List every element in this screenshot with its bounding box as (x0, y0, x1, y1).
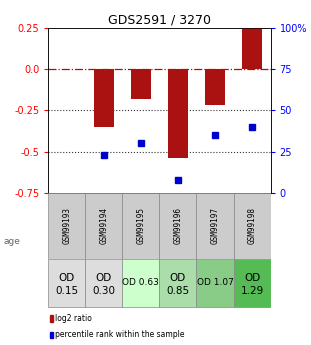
Bar (50, 315, 53, 322)
Text: GSM99196: GSM99196 (174, 207, 183, 244)
Text: OD: OD (96, 273, 112, 283)
Bar (122, 193, 159, 259)
Text: OD: OD (170, 273, 186, 283)
Bar (85, 259, 122, 307)
Text: 1.29: 1.29 (240, 286, 264, 296)
Bar (50, 332, 53, 338)
Bar (234, 259, 271, 307)
Text: GSM99198: GSM99198 (248, 207, 257, 244)
Bar (197, 259, 234, 307)
Text: age: age (3, 237, 20, 246)
Bar (48, 193, 85, 259)
Bar (159, 193, 197, 259)
Bar (131, 69, 151, 99)
Text: OD: OD (58, 273, 75, 283)
Title: GDS2591 / 3270: GDS2591 / 3270 (108, 13, 211, 27)
Bar (48, 259, 85, 307)
Text: GSM99197: GSM99197 (211, 207, 220, 244)
Text: 0.85: 0.85 (166, 286, 189, 296)
Text: log2 ratio: log2 ratio (55, 314, 92, 323)
Text: percentile rank within the sample: percentile rank within the sample (55, 331, 184, 339)
Bar (85, 193, 122, 259)
Text: 0.30: 0.30 (92, 286, 115, 296)
Bar (168, 69, 188, 158)
Text: ▶: ▶ (0, 344, 1, 345)
Bar (122, 259, 159, 307)
Text: GSM99193: GSM99193 (62, 207, 71, 244)
Bar (94, 69, 114, 127)
Text: OD: OD (244, 273, 260, 283)
Text: age: age (0, 344, 1, 345)
Text: GSM99195: GSM99195 (136, 207, 145, 244)
Text: GSM99194: GSM99194 (99, 207, 108, 244)
Bar (205, 69, 225, 105)
Bar (197, 193, 234, 259)
Bar (242, 28, 262, 69)
Bar (234, 193, 271, 259)
Text: 0.15: 0.15 (55, 286, 78, 296)
Text: OD 0.63: OD 0.63 (123, 278, 159, 287)
Bar (159, 259, 197, 307)
Text: OD 1.07: OD 1.07 (197, 278, 234, 287)
